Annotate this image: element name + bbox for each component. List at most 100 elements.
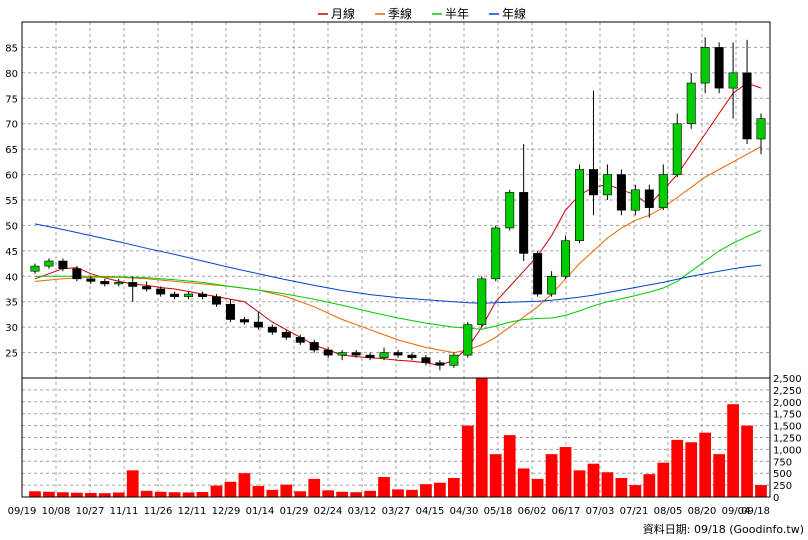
price-tick-label: 55	[5, 196, 18, 207]
volume-bar	[252, 486, 265, 497]
candle-body	[44, 260, 54, 267]
ma-line-0	[34, 82, 762, 366]
x-tick-label: 07/03	[586, 506, 615, 517]
x-tick-label: 06/02	[518, 506, 547, 517]
volume-bar	[559, 447, 572, 497]
x-tick-label: 08/20	[688, 506, 717, 517]
candle-body	[100, 281, 110, 285]
price-tick-label: 45	[5, 247, 18, 258]
candle-body	[700, 47, 710, 84]
volume-tick-label: 1,500	[773, 422, 802, 433]
x-tick-label: 03/12	[348, 506, 377, 517]
candle-body	[253, 321, 263, 328]
x-tick-label: 10/08	[42, 506, 71, 517]
candle-body	[184, 293, 194, 297]
data-date-footer: 資料日期: 09/18 (Goodinfo.tw)	[643, 522, 804, 536]
candle-body	[575, 169, 584, 241]
volume-bar	[615, 477, 628, 497]
volume-tick-label: 1,750	[773, 410, 802, 421]
candle-body	[281, 331, 291, 338]
x-tick-label: 01/29	[280, 506, 309, 517]
candle-body	[407, 354, 417, 358]
volume-bar	[350, 492, 362, 497]
volume-bar	[57, 492, 69, 497]
volume-bar	[294, 491, 307, 497]
price-tick-label: 30	[5, 323, 18, 334]
price-axis-ticks: 25 30 35 40 45 50 55 60 65 70 75 80 85	[5, 43, 18, 359]
volume-bar	[741, 425, 753, 497]
legend-label-1: 季線	[388, 6, 412, 21]
volume-bar	[238, 473, 251, 497]
x-tick-label: 12/29	[212, 506, 241, 517]
ma-line-2	[35, 230, 762, 330]
ma-line-1	[34, 146, 762, 354]
volume-bar	[378, 477, 390, 497]
candle-body	[128, 282, 138, 287]
volume-axis-ticks: 02505007501,0001,2501,5001,7502,0002,250…	[773, 374, 802, 504]
x-tick-label: 04/30	[450, 506, 479, 517]
x-tick-label: 11/26	[144, 506, 173, 517]
candle-body	[644, 189, 654, 208]
x-tick-label: 05/18	[484, 506, 513, 517]
volume-panel-frame	[21, 377, 771, 498]
volume-tick-label: 500	[773, 469, 792, 480]
volume-bar	[517, 468, 530, 497]
candle-body	[309, 342, 319, 351]
legend-label-2: 半年	[445, 7, 469, 21]
x-tick-label: 07/21	[620, 506, 649, 517]
candle-body	[212, 296, 221, 305]
volume-bar	[336, 491, 349, 497]
volume-bar	[755, 485, 767, 497]
x-tick-label: 01/14	[246, 506, 275, 517]
candle-body	[337, 352, 347, 356]
volume-bar	[29, 491, 41, 497]
x-tick-label: 04/15	[416, 506, 445, 517]
candle-body	[630, 189, 640, 211]
price-tick-label: 70	[5, 120, 18, 131]
candle-body	[477, 278, 487, 325]
candle-body	[72, 268, 82, 280]
price-tick-label: 65	[5, 145, 18, 156]
candle-body	[519, 192, 529, 254]
price-tick-label: 75	[5, 94, 18, 105]
candle-body	[714, 47, 724, 89]
candle-body	[547, 275, 557, 295]
candle-body	[449, 354, 459, 366]
legend-label-3: 年線	[502, 6, 526, 21]
chart-legend: 月線 季線 半年 年線	[318, 6, 526, 21]
candle-body	[658, 174, 668, 208]
candle-body	[561, 240, 571, 277]
volume-bar	[489, 454, 502, 497]
x-tick-label: 06/17	[552, 506, 581, 517]
candle-body	[686, 82, 696, 125]
volume-bar	[685, 442, 698, 497]
x-tick-label: 02/24	[314, 506, 343, 517]
ma-line-3	[34, 223, 762, 304]
candle-body	[672, 123, 682, 175]
volume-tick-label: 0	[773, 493, 779, 504]
candle-body	[365, 354, 375, 358]
candle-body	[142, 286, 152, 290]
volume-bar	[671, 439, 684, 497]
candle-body	[295, 337, 305, 343]
volume-tick-label: 1,000	[773, 445, 802, 456]
candle-body	[491, 227, 501, 280]
candle-body	[267, 326, 277, 333]
volume-bar	[406, 489, 418, 497]
volume-bar	[601, 472, 614, 497]
price-tick-label: 80	[5, 69, 18, 80]
candle-body	[351, 352, 361, 356]
volume-bar	[643, 474, 656, 497]
candle-body	[198, 293, 208, 297]
price-tick-label: 25	[5, 349, 18, 360]
x-tick-label: 09/19	[8, 506, 37, 517]
volume-tick-label: 750	[773, 457, 792, 468]
candle-body	[588, 169, 598, 196]
candle-body	[86, 278, 96, 282]
x-tick-label: 08/05	[654, 506, 683, 517]
volume-bar	[629, 485, 642, 497]
candle-body	[463, 324, 473, 356]
candle-body	[30, 265, 40, 272]
volume-bar	[98, 493, 111, 497]
